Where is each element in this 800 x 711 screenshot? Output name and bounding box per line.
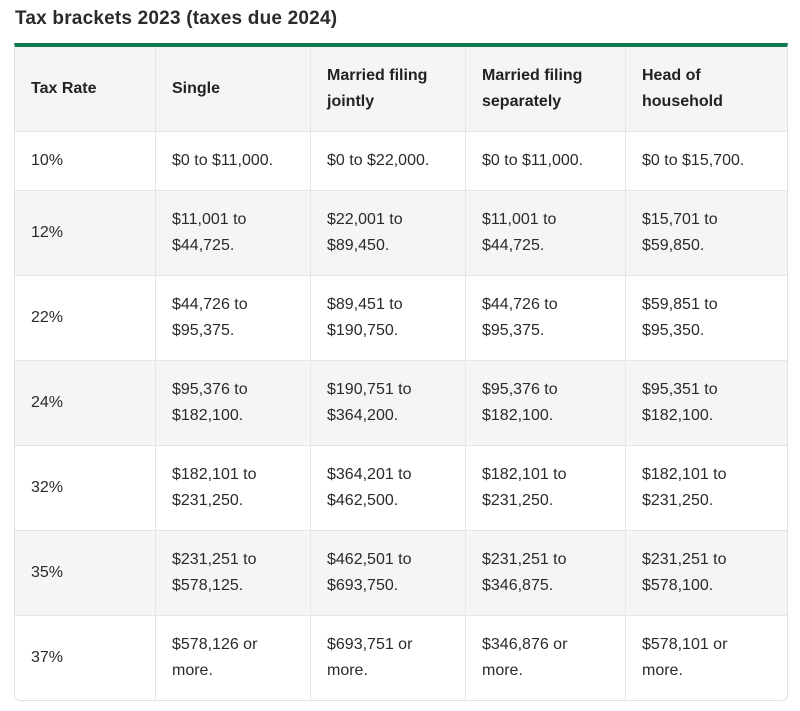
- married-jointly-cell: $190,751 to $364,200.: [311, 361, 466, 446]
- single-cell: $11,001 to $44,725.: [156, 191, 311, 276]
- column-header-tax-rate: Tax Rate: [15, 47, 156, 132]
- table-row: 10% $0 to $11,000. $0 to $22,000. $0 to …: [15, 132, 787, 191]
- single-cell: $44,726 to $95,375.: [156, 276, 311, 361]
- table-row: 37% $578,126 or more. $693,751 or more. …: [15, 616, 787, 700]
- column-header-single: Single: [156, 47, 311, 132]
- married-separately-cell: $346,876 or more.: [466, 616, 626, 700]
- married-jointly-cell: $22,001 to $89,450.: [311, 191, 466, 276]
- tax-rate-cell: 22%: [15, 276, 156, 361]
- tax-rate-cell: 35%: [15, 531, 156, 616]
- single-cell: $0 to $11,000.: [156, 132, 311, 191]
- head-of-household-cell: $0 to $15,700.: [626, 132, 787, 191]
- married-jointly-cell: $693,751 or more.: [311, 616, 466, 700]
- single-cell: $231,251 to $578,125.: [156, 531, 311, 616]
- married-separately-cell: $11,001 to $44,725.: [466, 191, 626, 276]
- single-cell: $578,126 or more.: [156, 616, 311, 700]
- table-row: 22% $44,726 to $95,375. $89,451 to $190,…: [15, 276, 787, 361]
- head-of-household-cell: $15,701 to $59,850.: [626, 191, 787, 276]
- married-separately-cell: $44,726 to $95,375.: [466, 276, 626, 361]
- table-row: 32% $182,101 to $231,250. $364,201 to $4…: [15, 446, 787, 531]
- column-header-head-of-household: Head of household: [626, 47, 787, 132]
- married-separately-cell: $95,376 to $182,100.: [466, 361, 626, 446]
- tax-brackets-table: Tax Rate Single Married filing jointly M…: [14, 43, 788, 701]
- married-jointly-cell: $364,201 to $462,500.: [311, 446, 466, 531]
- table-row: 24% $95,376 to $182,100. $190,751 to $36…: [15, 361, 787, 446]
- married-jointly-cell: $0 to $22,000.: [311, 132, 466, 191]
- head-of-household-cell: $578,101 or more.: [626, 616, 787, 700]
- tax-rate-cell: 37%: [15, 616, 156, 700]
- head-of-household-cell: $231,251 to $578,100.: [626, 531, 787, 616]
- column-header-married-separately: Married filing separately: [466, 47, 626, 132]
- tax-rate-cell: 10%: [15, 132, 156, 191]
- married-separately-cell: $231,251 to $346,875.: [466, 531, 626, 616]
- married-jointly-cell: $89,451 to $190,750.: [311, 276, 466, 361]
- married-jointly-cell: $462,501 to $693,750.: [311, 531, 466, 616]
- married-separately-cell: $182,101 to $231,250.: [466, 446, 626, 531]
- table-header-row: Tax Rate Single Married filing jointly M…: [15, 47, 787, 132]
- married-separately-cell: $0 to $11,000.: [466, 132, 626, 191]
- table-row: 12% $11,001 to $44,725. $22,001 to $89,4…: [15, 191, 787, 276]
- head-of-household-cell: $182,101 to $231,250.: [626, 446, 787, 531]
- tax-rate-cell: 32%: [15, 446, 156, 531]
- table-row: 35% $231,251 to $578,125. $462,501 to $6…: [15, 531, 787, 616]
- column-header-married-jointly: Married filing jointly: [311, 47, 466, 132]
- tax-rate-cell: 24%: [15, 361, 156, 446]
- single-cell: $95,376 to $182,100.: [156, 361, 311, 446]
- single-cell: $182,101 to $231,250.: [156, 446, 311, 531]
- page-title: Tax brackets 2023 (taxes due 2024): [15, 8, 338, 29]
- tax-rate-cell: 12%: [15, 191, 156, 276]
- head-of-household-cell: $59,851 to $95,350.: [626, 276, 787, 361]
- head-of-household-cell: $95,351 to $182,100.: [626, 361, 787, 446]
